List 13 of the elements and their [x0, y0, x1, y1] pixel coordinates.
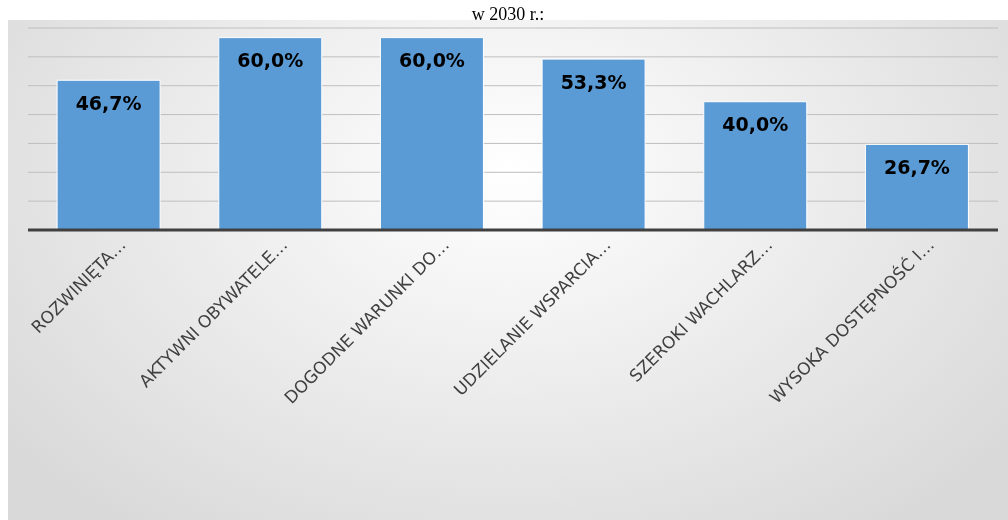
bar	[379, 37, 484, 230]
data-label: 46,7%	[75, 91, 142, 114]
bar	[864, 143, 969, 230]
data-label: 60,0%	[398, 49, 465, 72]
bar	[703, 101, 808, 230]
data-label: 26,7%	[883, 155, 950, 178]
bar	[218, 37, 323, 230]
chart-title: w 2030 r.:	[470, 4, 546, 24]
bar	[541, 58, 646, 230]
data-label: 40,0%	[722, 113, 789, 136]
data-label: 60,0%	[237, 49, 304, 72]
data-label: 53,3%	[560, 70, 627, 93]
bar	[56, 79, 161, 230]
